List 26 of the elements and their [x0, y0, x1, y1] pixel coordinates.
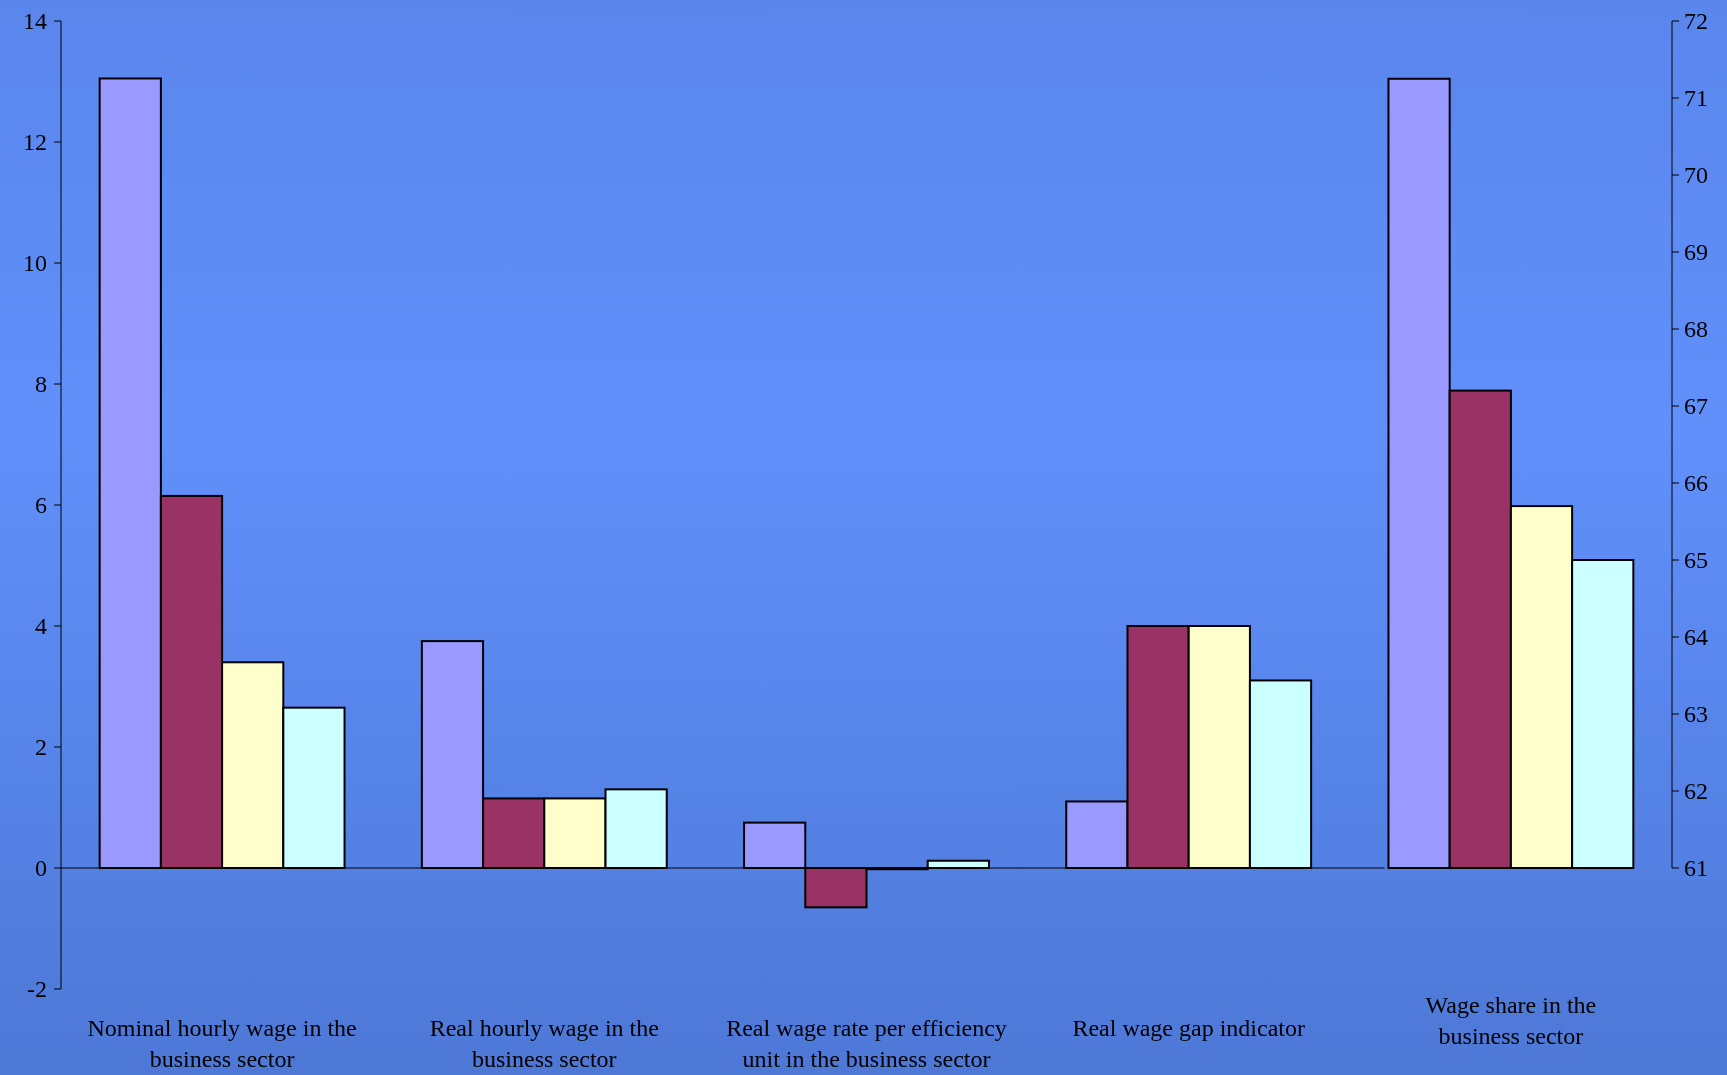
y-tick-label: 14: [23, 8, 47, 35]
y-tick-label: 12: [23, 129, 47, 156]
y2-tick-label: 70: [1684, 162, 1708, 189]
y2-tick-label: 67: [1684, 393, 1708, 420]
y-tick-label: 10: [23, 250, 47, 277]
y2-tick-label: 62: [1684, 778, 1708, 805]
x-tick-label: Real wage gap indicator: [1072, 1015, 1305, 1041]
y-tick-label: 0: [35, 855, 47, 882]
y-tick-label: 8: [35, 371, 47, 398]
y2-tick-label: 64: [1684, 624, 1708, 651]
y2-tick-label: 65: [1684, 547, 1708, 574]
y2-tick-label: 63: [1684, 701, 1708, 728]
x-tick-label: Nominal hourly wage in the business sector: [87, 1015, 357, 1072]
y2-tick-label: 61: [1684, 855, 1708, 882]
y-tick-label: 2: [35, 734, 47, 761]
y-tick-label: -2: [27, 976, 47, 1003]
y2-tick-label: 72: [1684, 8, 1708, 35]
x-tick-label: Real wage rate per efficiency unit in the business sector: [726, 1015, 1007, 1072]
y2-tick-label: 69: [1684, 239, 1708, 266]
y2-tick-label: 71: [1684, 85, 1708, 112]
y2-tick-label: 68: [1684, 316, 1708, 343]
y2-tick-label: 66: [1684, 470, 1708, 497]
x-tick-label: Wage share in the business sector: [1425, 992, 1597, 1049]
y-tick-label: 4: [35, 613, 47, 640]
y-tick-label: 6: [35, 492, 47, 519]
x-tick-label: Real hourly wage in the business sector: [429, 1015, 659, 1072]
